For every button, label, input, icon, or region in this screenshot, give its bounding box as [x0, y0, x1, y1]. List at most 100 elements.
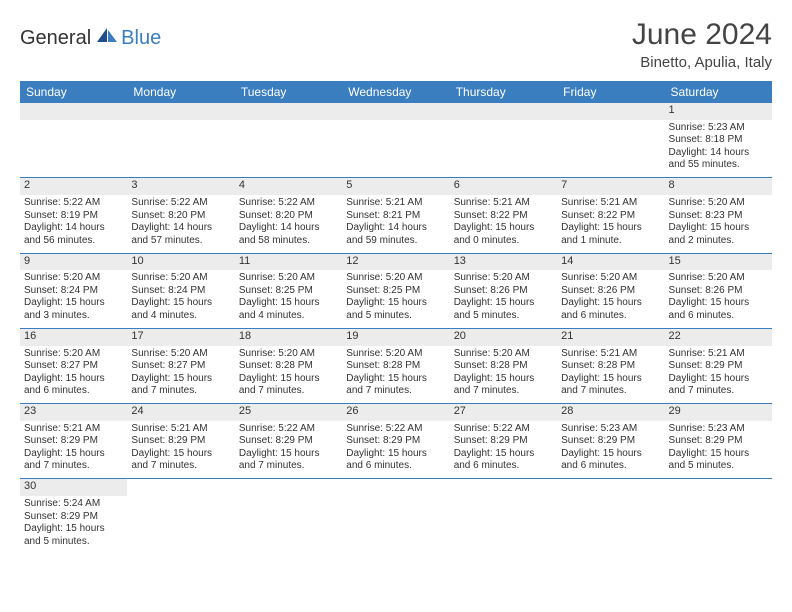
- calendar-cell: Sunrise: 5:22 AMSunset: 8:19 PMDaylight:…: [20, 195, 127, 253]
- daynum-cell: 28: [557, 404, 664, 421]
- daynum-cell: 26: [342, 404, 449, 421]
- sunrise-text: Sunrise: 5:22 AM: [239, 423, 338, 436]
- sunset-text: Sunset: 8:26 PM: [561, 285, 660, 298]
- sunrise-text: Sunrise: 5:20 AM: [239, 272, 338, 285]
- daynum-cell: 15: [665, 253, 772, 270]
- daylight-text: Daylight: 15 hours and 4 minutes.: [239, 297, 338, 322]
- logo-text-blue: Blue: [121, 27, 161, 50]
- daynum-cell: 25: [235, 404, 342, 421]
- daynum-cell: 1: [665, 103, 772, 120]
- day-number: 7: [561, 179, 660, 194]
- calendar-cell: Sunrise: 5:20 AMSunset: 8:26 PMDaylight:…: [557, 270, 664, 328]
- daynum-cell: 20: [450, 328, 557, 345]
- sunset-text: Sunset: 8:20 PM: [131, 210, 230, 223]
- calendar-cell: Sunrise: 5:20 AMSunset: 8:28 PMDaylight:…: [450, 346, 557, 404]
- calendar-cell: [557, 496, 664, 554]
- calendar-cell: Sunrise: 5:20 AMSunset: 8:27 PMDaylight:…: [20, 346, 127, 404]
- sunset-text: Sunset: 8:21 PM: [346, 210, 445, 223]
- calendar-cell: Sunrise: 5:21 AMSunset: 8:21 PMDaylight:…: [342, 195, 449, 253]
- daylight-text: Daylight: 15 hours and 7 minutes.: [239, 373, 338, 398]
- weekday-header: Friday: [557, 81, 664, 103]
- daynum-cell: 16: [20, 328, 127, 345]
- daynum-cell: [235, 479, 342, 496]
- day-number: 3: [131, 179, 230, 194]
- sunrise-text: Sunrise: 5:22 AM: [24, 197, 123, 210]
- logo-sail-icon: [95, 26, 119, 44]
- calendar-cell: Sunrise: 5:22 AMSunset: 8:20 PMDaylight:…: [235, 195, 342, 253]
- calendar-cell: Sunrise: 5:20 AMSunset: 8:26 PMDaylight:…: [450, 270, 557, 328]
- sunset-text: Sunset: 8:18 PM: [669, 134, 768, 147]
- daynum-cell: 3: [127, 178, 234, 195]
- calendar-cell: Sunrise: 5:20 AMSunset: 8:25 PMDaylight:…: [235, 270, 342, 328]
- calendar-cell: [450, 496, 557, 554]
- daynum-row: 23242526272829: [20, 404, 772, 421]
- header: General Blue June 2024 Binetto, Apulia, …: [20, 18, 772, 71]
- sunset-text: Sunset: 8:29 PM: [24, 511, 123, 524]
- sunrise-text: Sunrise: 5:22 AM: [131, 197, 230, 210]
- sunrise-text: Sunrise: 5:21 AM: [561, 197, 660, 210]
- calendar-cell: Sunrise: 5:23 AMSunset: 8:29 PMDaylight:…: [557, 421, 664, 479]
- calendar-cell: Sunrise: 5:21 AMSunset: 8:29 PMDaylight:…: [665, 346, 772, 404]
- calendar-row: Sunrise: 5:23 AMSunset: 8:18 PMDaylight:…: [20, 120, 772, 178]
- weekday-header: Thursday: [450, 81, 557, 103]
- daynum-cell: 11: [235, 253, 342, 270]
- sunrise-text: Sunrise: 5:20 AM: [669, 272, 768, 285]
- daylight-text: Daylight: 14 hours and 56 minutes.: [24, 222, 123, 247]
- sunrise-text: Sunrise: 5:23 AM: [669, 423, 768, 436]
- sunrise-text: Sunrise: 5:23 AM: [561, 423, 660, 436]
- weekday-header: Wednesday: [342, 81, 449, 103]
- daynum-cell: [450, 103, 557, 120]
- daylight-text: Daylight: 14 hours and 59 minutes.: [346, 222, 445, 247]
- sunset-text: Sunset: 8:28 PM: [239, 360, 338, 373]
- day-number: 27: [454, 405, 553, 420]
- calendar-cell: Sunrise: 5:20 AMSunset: 8:25 PMDaylight:…: [342, 270, 449, 328]
- sunset-text: Sunset: 8:29 PM: [669, 360, 768, 373]
- weekday-header: Monday: [127, 81, 234, 103]
- sunrise-text: Sunrise: 5:22 AM: [454, 423, 553, 436]
- daylight-text: Daylight: 14 hours and 58 minutes.: [239, 222, 338, 247]
- daylight-text: Daylight: 14 hours and 57 minutes.: [131, 222, 230, 247]
- sunrise-text: Sunrise: 5:20 AM: [669, 197, 768, 210]
- sunset-text: Sunset: 8:26 PM: [454, 285, 553, 298]
- daynum-cell: 6: [450, 178, 557, 195]
- daynum-cell: 22: [665, 328, 772, 345]
- day-number: 5: [346, 179, 445, 194]
- calendar-cell: Sunrise: 5:20 AMSunset: 8:28 PMDaylight:…: [235, 346, 342, 404]
- location: Binetto, Apulia, Italy: [632, 54, 772, 71]
- calendar-cell: Sunrise: 5:21 AMSunset: 8:29 PMDaylight:…: [20, 421, 127, 479]
- sunset-text: Sunset: 8:27 PM: [24, 360, 123, 373]
- daynum-cell: 8: [665, 178, 772, 195]
- calendar-cell: [342, 496, 449, 554]
- daylight-text: Daylight: 15 hours and 7 minutes.: [131, 448, 230, 473]
- daylight-text: Daylight: 15 hours and 5 minutes.: [669, 448, 768, 473]
- day-number: 13: [454, 255, 553, 270]
- day-number: 28: [561, 405, 660, 420]
- daynum-cell: 7: [557, 178, 664, 195]
- daynum-cell: 24: [127, 404, 234, 421]
- weekday-header: Tuesday: [235, 81, 342, 103]
- day-number: 11: [239, 255, 338, 270]
- daynum-cell: 10: [127, 253, 234, 270]
- sunrise-text: Sunrise: 5:20 AM: [454, 348, 553, 361]
- sunrise-text: Sunrise: 5:20 AM: [131, 348, 230, 361]
- daylight-text: Daylight: 15 hours and 7 minutes.: [239, 448, 338, 473]
- daynum-cell: 14: [557, 253, 664, 270]
- sunset-text: Sunset: 8:23 PM: [669, 210, 768, 223]
- calendar-cell: Sunrise: 5:23 AMSunset: 8:29 PMDaylight:…: [665, 421, 772, 479]
- daylight-text: Daylight: 15 hours and 7 minutes.: [346, 373, 445, 398]
- daylight-text: Daylight: 15 hours and 6 minutes.: [346, 448, 445, 473]
- sunset-text: Sunset: 8:29 PM: [669, 435, 768, 448]
- daynum-row: 9101112131415: [20, 253, 772, 270]
- daynum-cell: 13: [450, 253, 557, 270]
- day-number: 25: [239, 405, 338, 420]
- daylight-text: Daylight: 15 hours and 6 minutes.: [561, 297, 660, 322]
- sunset-text: Sunset: 8:25 PM: [239, 285, 338, 298]
- sunrise-text: Sunrise: 5:20 AM: [346, 272, 445, 285]
- daynum-cell: 29: [665, 404, 772, 421]
- day-number: 9: [24, 255, 123, 270]
- sunset-text: Sunset: 8:24 PM: [131, 285, 230, 298]
- weekday-header-row: Sunday Monday Tuesday Wednesday Thursday…: [20, 81, 772, 103]
- daylight-text: Daylight: 15 hours and 7 minutes.: [561, 373, 660, 398]
- calendar-cell: Sunrise: 5:22 AMSunset: 8:29 PMDaylight:…: [342, 421, 449, 479]
- logo-text-general: General: [20, 27, 91, 50]
